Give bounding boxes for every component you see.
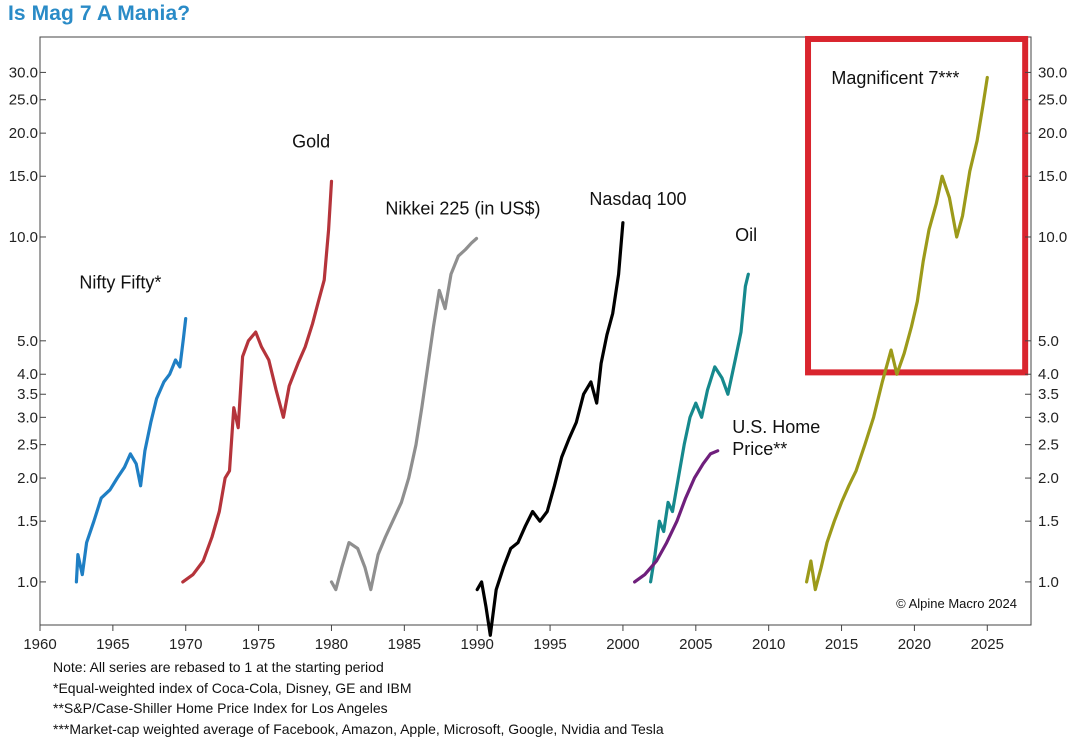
copyright-text: © Alpine Macro 2024: [896, 596, 1017, 611]
x-tick-label: 1980: [315, 636, 348, 653]
series-line-gold: [181, 179, 334, 584]
y-tick-label-right: 30.0: [1038, 64, 1067, 81]
x-tick-label: 2005: [679, 636, 712, 653]
chart-title: Is Mag 7 A Mania?: [8, 2, 191, 25]
y-tick-label-left: 10.0: [9, 229, 38, 246]
series-label-nikkei-225-in-us: Nikkei 225 (in US$): [385, 199, 540, 219]
x-tick-label: 2010: [752, 636, 785, 653]
series-line-nikkei-225-in-us: [329, 236, 479, 592]
y-tick-label-left: 3.0: [17, 409, 38, 426]
footnotes: Note: All series are rebased to 1 at the…: [53, 657, 664, 739]
footnote-nifty-fifty: *Equal-weighted index of Coca-Cola, Disn…: [53, 679, 412, 696]
y-tick-label-left: 3.5: [17, 386, 38, 403]
series-line-magnificent-7: [805, 75, 989, 592]
y-tick-label-left: 2.5: [17, 437, 38, 454]
x-tick-label: 1965: [96, 636, 129, 653]
x-tick-label: 2000: [606, 636, 639, 653]
x-tick-label: 1960: [23, 636, 56, 653]
footnote-home-price: **S&P/Case-Shiller Home Price Index for …: [53, 700, 388, 716]
plot-frame: [39, 36, 1032, 626]
y-tick-label-left: 25.0: [9, 92, 38, 109]
y-tick-label-left: 30.0: [9, 64, 38, 81]
footnote-rebase: Note: All series are rebased to 1 at the…: [53, 659, 384, 675]
y-tick-label-left: 20.0: [9, 125, 38, 142]
series-line-nifty-fifty: [74, 317, 188, 584]
y-tick-label-right: 10.0: [1038, 229, 1067, 246]
y-tick-label-right: 3.0: [1038, 409, 1059, 426]
series-label-gold: Gold: [292, 131, 330, 151]
series-line-oil: [649, 272, 750, 584]
series-label-nasdaq-100: Nasdaq 100: [589, 189, 686, 209]
x-tick-label: 1995: [533, 636, 566, 653]
y-tick-label-right: 5.0: [1038, 333, 1059, 350]
y-tick-label-left: 5.0: [17, 333, 38, 350]
y-tick-label-left: 15.0: [9, 168, 38, 185]
series-line-u-s-home-price: [633, 449, 720, 584]
y-tick-label-left: 2.0: [17, 470, 38, 487]
x-tick-label: 1990: [461, 636, 494, 653]
y-tick-label-right: 15.0: [1038, 168, 1067, 185]
x-tick-label: 2020: [898, 636, 931, 653]
y-tick-label-left: 4.0: [17, 366, 38, 383]
y-tick-label-right: 4.0: [1038, 366, 1059, 383]
x-tick-label: 1970: [169, 636, 202, 653]
y-tick-label-left: 1.0: [17, 574, 38, 591]
series-label-u-s-home-price: U.S. Home: [732, 417, 820, 437]
x-tick-label: 2025: [971, 636, 1004, 653]
y-tick-label-right: 3.5: [1038, 386, 1059, 403]
highlight-box: [805, 35, 1029, 376]
x-tick-label: 1985: [388, 636, 421, 653]
y-tick-label-right: 25.0: [1038, 92, 1067, 109]
series-line-nasdaq-100: [475, 221, 625, 637]
x-tick-label: 1975: [242, 636, 275, 653]
series-label-nifty-fifty: Nifty Fifty*: [79, 272, 161, 292]
y-tick-label-right: 1.0: [1038, 574, 1059, 591]
y-tick-label-right: 1.5: [1038, 513, 1059, 530]
series-label-u-s-home-price: Price**: [732, 439, 787, 459]
y-tick-label-right: 2.0: [1038, 470, 1059, 487]
footnote-mag7: ***Market-cap weighted average of Facebo…: [53, 720, 664, 737]
series-label-magnificent-7: Magnificent 7***: [831, 68, 959, 88]
x-tick-label: 2015: [825, 636, 858, 653]
y-tick-label-right: 20.0: [1038, 125, 1067, 142]
y-tick-label-left: 1.5: [17, 513, 38, 530]
series-label-oil: Oil: [735, 225, 757, 245]
y-tick-label-right: 2.5: [1038, 437, 1059, 454]
